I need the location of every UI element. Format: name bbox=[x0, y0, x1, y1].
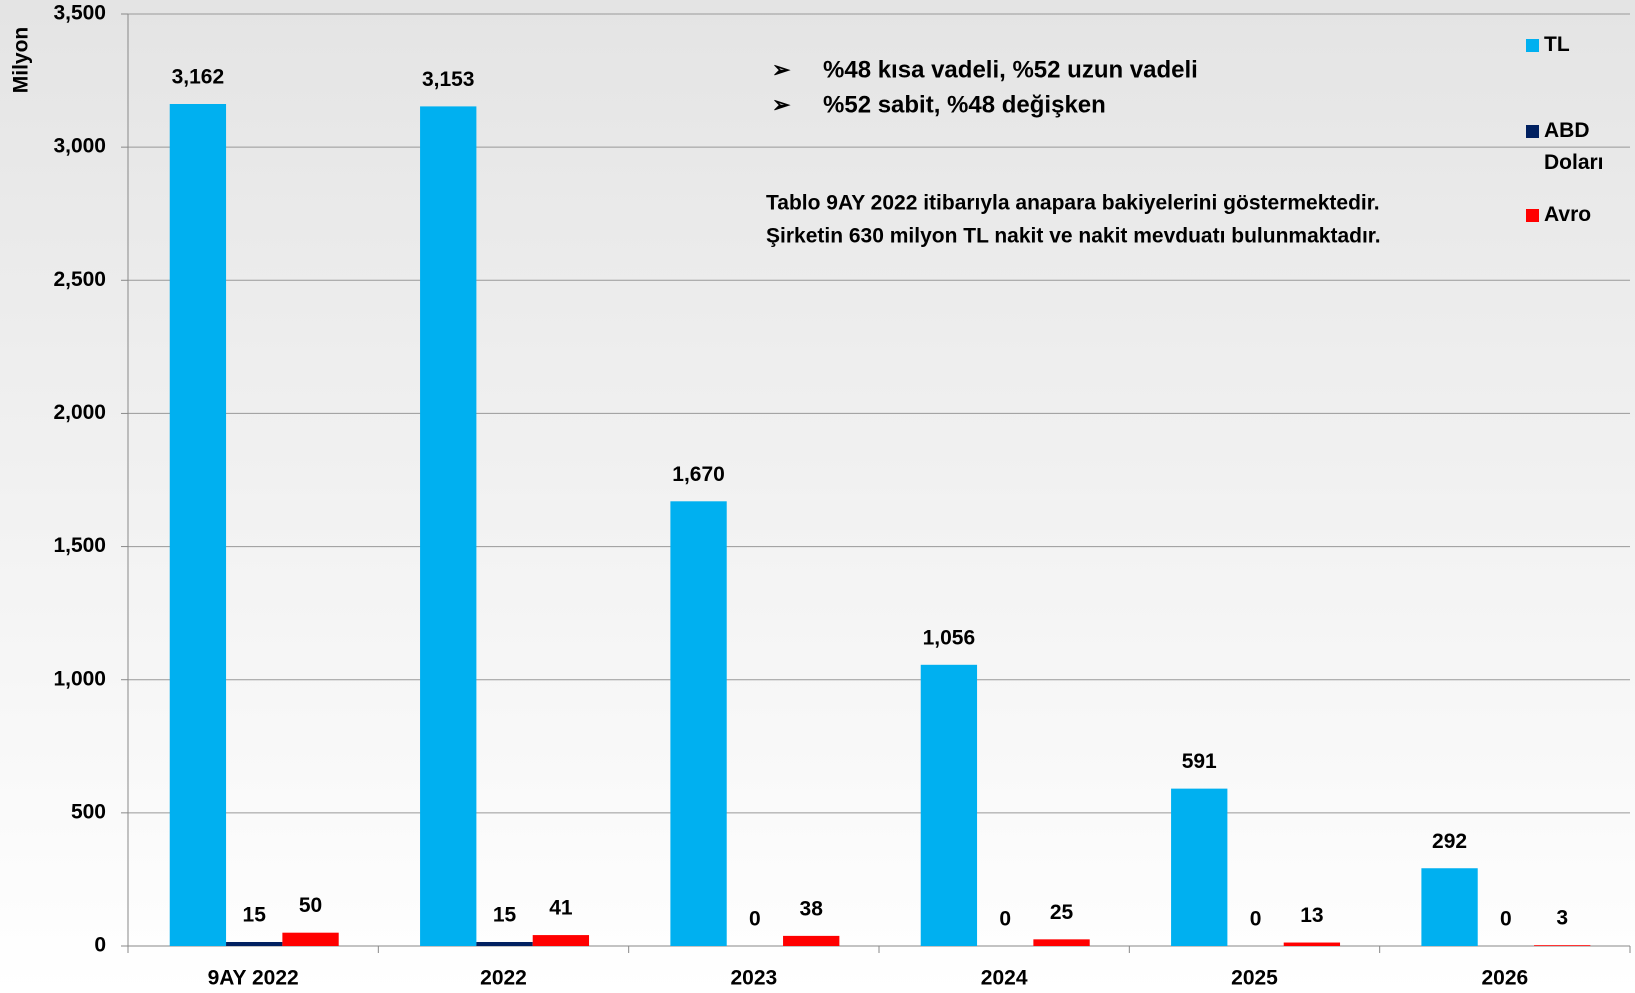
value-label: 0 bbox=[749, 908, 761, 931]
value-label: 13 bbox=[1300, 904, 1323, 927]
y-tick-label: 1,500 bbox=[53, 534, 106, 557]
bar bbox=[420, 106, 477, 947]
bar bbox=[532, 935, 590, 946]
value-label: 15 bbox=[493, 904, 517, 927]
y-tick-label: 500 bbox=[71, 800, 106, 823]
y-tick-label: 2,000 bbox=[53, 401, 106, 424]
value-label: 0 bbox=[1500, 908, 1512, 931]
bar bbox=[783, 935, 840, 946]
bullet-text: %52 sabit, %48 değişken bbox=[823, 91, 1106, 118]
note-text: Şirketin 630 milyon TL nakit ve nakit me… bbox=[766, 225, 1381, 248]
value-label: 591 bbox=[1182, 750, 1217, 773]
bar bbox=[282, 932, 339, 946]
y-tick-label: 0 bbox=[94, 934, 106, 957]
bullet-text: %48 kısa vadeli, %52 uzun vadeli bbox=[823, 56, 1198, 83]
legend-item: Avro bbox=[1526, 203, 1626, 231]
value-label: 1,670 bbox=[672, 463, 725, 486]
value-label: 1,056 bbox=[923, 626, 976, 649]
value-label: 38 bbox=[800, 897, 824, 920]
value-label: 3,162 bbox=[172, 66, 225, 89]
x-tick-label: 9AY 2022 bbox=[208, 967, 299, 990]
y-tick-label: 3,000 bbox=[53, 135, 106, 158]
y-tick-label: 2,500 bbox=[53, 268, 106, 291]
legend-label: ABD Doları bbox=[1544, 119, 1604, 174]
bar bbox=[226, 942, 283, 946]
legend-item: TL bbox=[1526, 33, 1626, 61]
y-axis-label: Milyon bbox=[10, 27, 33, 94]
bar bbox=[1283, 942, 1341, 946]
value-label: 15 bbox=[243, 904, 267, 927]
legend-item: ABD Doları bbox=[1526, 119, 1626, 179]
value-label: 25 bbox=[1050, 901, 1074, 924]
y-tick-label: 3,500 bbox=[53, 2, 106, 25]
bar bbox=[1171, 788, 1228, 946]
bar bbox=[1534, 945, 1591, 946]
bullet-arrow: ➢ bbox=[772, 57, 791, 82]
bullet-arrow: ➢ bbox=[772, 92, 791, 117]
y-tick-label: 1,000 bbox=[53, 667, 106, 690]
bar bbox=[1033, 939, 1090, 946]
bar bbox=[1421, 868, 1478, 946]
legend-label: TL bbox=[1544, 33, 1570, 56]
value-label: 0 bbox=[999, 908, 1011, 931]
x-tick-label: 2023 bbox=[730, 967, 777, 990]
value-label: 41 bbox=[549, 897, 573, 920]
value-label: 0 bbox=[1250, 908, 1262, 931]
legend-label: Avro bbox=[1544, 203, 1592, 226]
value-label: 292 bbox=[1432, 830, 1467, 853]
value-label: 3,153 bbox=[422, 68, 475, 91]
x-tick-label: 2025 bbox=[1231, 967, 1278, 990]
value-label: 3 bbox=[1556, 907, 1568, 930]
x-tick-label: 2024 bbox=[981, 967, 1028, 990]
legend-swatch bbox=[1526, 125, 1539, 138]
x-tick-label: 2022 bbox=[480, 967, 527, 990]
note-text: Tablo 9AY 2022 itibarıyla anapara bakiye… bbox=[766, 192, 1380, 215]
x-tick-label: 2026 bbox=[1481, 967, 1528, 990]
value-label: 50 bbox=[299, 894, 322, 917]
bar bbox=[670, 501, 727, 946]
bar bbox=[169, 104, 227, 946]
legend-swatch bbox=[1526, 209, 1539, 222]
legend-swatch bbox=[1526, 39, 1539, 52]
bar bbox=[476, 942, 533, 946]
bar bbox=[920, 664, 978, 946]
